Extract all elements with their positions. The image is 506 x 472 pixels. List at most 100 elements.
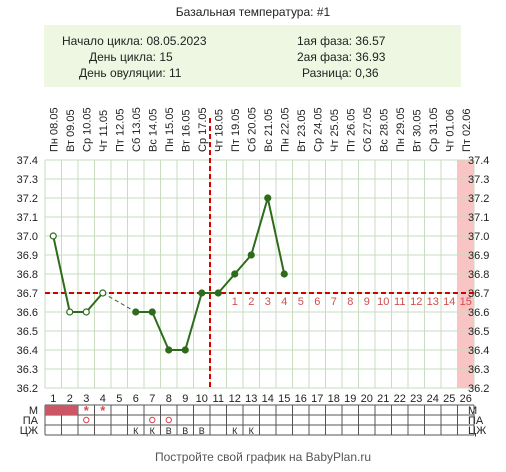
temperature-point (214, 289, 222, 297)
luteal-day-number: 1 (232, 296, 238, 308)
luteal-day-number: 2 (248, 296, 254, 308)
day-number: 18 (328, 393, 340, 405)
cycle-start: Начало цикла: 08.05.2023 (62, 34, 207, 48)
day-number: 2 (67, 393, 73, 405)
day-number: 3 (83, 393, 89, 405)
temperature-point (82, 308, 90, 316)
y-tick-label-right: 36.4 (468, 345, 489, 357)
cm-mark: К (133, 426, 139, 436)
temperature-point (264, 194, 272, 202)
pa-mark (149, 416, 156, 424)
row-label-right: М (468, 405, 477, 417)
menses-bar (61, 405, 78, 415)
y-tick-label-left: 37.3 (17, 174, 38, 186)
cm-mark: К (232, 426, 238, 436)
menses-bar (45, 405, 62, 415)
menses-mark: * (100, 403, 106, 418)
date-label: Пн 22.05 (279, 107, 291, 152)
day-number: 15 (278, 393, 290, 405)
info-panel (44, 25, 461, 87)
y-tick-label-right: 36.7 (468, 288, 489, 300)
cm-mark: К (249, 426, 255, 436)
y-tick-label-left: 36.9 (17, 250, 38, 262)
pa-mark (83, 416, 90, 424)
y-tick-label-right: 36.6 (468, 307, 489, 319)
day-number: 8 (166, 393, 172, 405)
luteal-day-number: 13 (427, 296, 439, 308)
date-label: Пт 26.05 (345, 108, 357, 152)
row-label-left: ЦЖ (20, 425, 38, 437)
luteal-day-number: 14 (443, 296, 455, 308)
day-number: 19 (344, 393, 356, 405)
date-label: Вс 21.05 (263, 109, 275, 152)
luteal-day-number: 7 (331, 296, 337, 308)
day-number: 11 (213, 393, 224, 405)
temperature-point (66, 308, 74, 316)
temperature-point (181, 346, 189, 354)
temperature-point (198, 289, 206, 297)
day-number: 23 (410, 393, 422, 405)
luteal-day-number: 8 (347, 296, 353, 308)
y-tick-label-left: 36.7 (17, 288, 38, 300)
day-number: 21 (377, 393, 389, 405)
y-tick-label-left: 36.5 (17, 326, 38, 338)
cm-mark: В (182, 426, 188, 436)
temperature-point (132, 308, 140, 316)
luteal-day-number: 3 (265, 296, 271, 308)
date-label: Ср 31.05 (428, 107, 440, 152)
temperature-point (165, 346, 173, 354)
luteal-day-number: 12 (410, 296, 422, 308)
y-tick-label-right: 37.0 (468, 231, 489, 243)
temperature-point (49, 232, 57, 240)
y-tick-label-right: 36.8 (468, 269, 489, 281)
day-number: 1 (50, 393, 56, 405)
y-tick-label-left: 36.2 (17, 383, 38, 395)
y-tick-label-left: 36.3 (17, 364, 38, 376)
day-number: 17 (311, 393, 323, 405)
temperature-segment (250, 197, 269, 256)
date-label: Чт 01.06 (444, 109, 456, 152)
day-number: 22 (394, 393, 406, 405)
date-label: Пт 02.06 (461, 108, 473, 152)
y-tick-label-left: 37.0 (17, 231, 38, 243)
day-number: 12 (229, 393, 241, 405)
cm-mark: К (150, 426, 156, 436)
temperature-point (280, 270, 288, 278)
day-number: 24 (427, 393, 439, 405)
y-tick-label-right: 36.9 (468, 250, 489, 262)
temperature-segment (184, 292, 203, 351)
day-number: 26 (460, 393, 472, 405)
temperature-segment (217, 273, 236, 294)
row-label-left: ПА (23, 415, 39, 427)
date-label: Пт 12.05 (114, 108, 126, 152)
day-number: 9 (182, 393, 188, 405)
day-number: 6 (133, 393, 139, 405)
pa-mark (165, 416, 172, 424)
ovulation-day: День овуляции: 11 (79, 66, 182, 80)
y-tick-label-right: 37.3 (468, 174, 489, 186)
day-number: 10 (196, 393, 208, 405)
y-tick-label-right: 36.2 (468, 383, 489, 395)
cm-mark: В (166, 426, 172, 436)
day-number: 5 (116, 393, 122, 405)
day-number: 20 (361, 393, 373, 405)
date-label: Сб 13.05 (131, 107, 143, 152)
y-tick-label-left: 36.4 (17, 345, 38, 357)
date-label: Ср 17.05 (197, 107, 209, 152)
luteal-day-number: 4 (281, 296, 287, 308)
footer-text: Постройте свой график на BabyPlan.ru (155, 450, 371, 464)
y-tick-label-left: 37.1 (17, 212, 38, 224)
phase-difference: Разница: 0,36 (302, 66, 379, 80)
cm-mark: В (199, 426, 205, 436)
y-tick-label-right: 37.1 (468, 212, 489, 224)
date-label: Пт 19.05 (230, 108, 242, 152)
temperature-point (231, 270, 239, 278)
day-number: 13 (245, 393, 257, 405)
day-number: 4 (100, 393, 106, 405)
luteal-day-number: 9 (364, 296, 370, 308)
row-label-left: М (29, 405, 38, 417)
date-label: Чт 25.05 (329, 109, 341, 152)
y-tick-label-right: 37.4 (468, 155, 489, 167)
y-tick-label-right: 36.5 (468, 326, 489, 338)
temperature-segment (233, 254, 253, 275)
